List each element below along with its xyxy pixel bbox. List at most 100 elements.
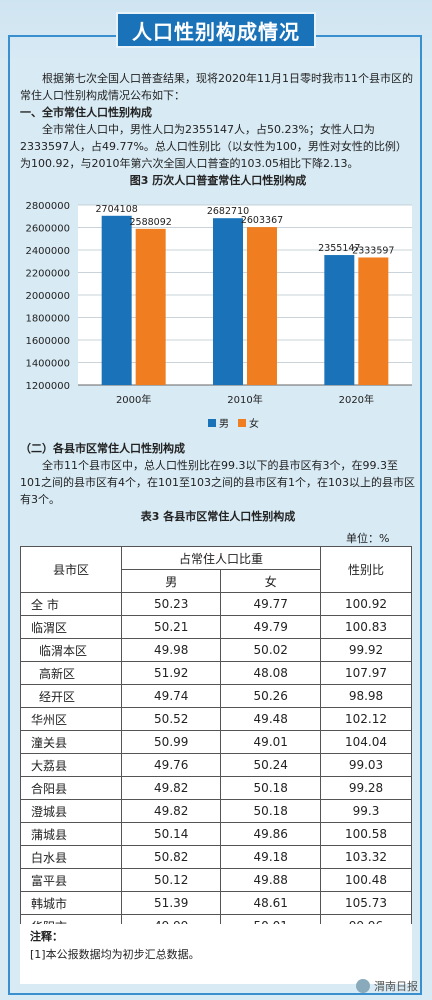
section2-paragraph: 全市11个县市区中，总人口性别比在99.3以下的县市区有3个，在99.3至101… bbox=[20, 459, 415, 506]
table-row: 临渭区 50.21 49.79 100.83 bbox=[20, 615, 412, 639]
y-tick-label: 1200000 bbox=[25, 381, 70, 392]
bar-female bbox=[358, 257, 389, 385]
row-male: 50.14 bbox=[120, 822, 222, 846]
row-female: 49.18 bbox=[220, 845, 321, 869]
y-tick-label: 1600000 bbox=[25, 336, 70, 347]
table-row: 大荔县 49.76 50.24 99.03 bbox=[20, 753, 412, 777]
watermark-text: 渭南日报 bbox=[374, 980, 418, 993]
bar-female bbox=[247, 227, 277, 385]
row-name: 临渭本区 bbox=[20, 638, 122, 662]
notes-text: [1]本公报数据均为初步汇总数据。 bbox=[30, 948, 200, 961]
intro-block: 根据第七次全国人口普查结果，现将2020年11月1日零时我市11个县市区的常住人… bbox=[20, 70, 416, 189]
row-ratio: 107.97 bbox=[320, 661, 412, 685]
legend-swatch bbox=[238, 419, 246, 427]
row-ratio: 100.58 bbox=[320, 822, 412, 846]
row-female: 49.01 bbox=[220, 730, 321, 754]
chart-title: 图3 历次人口普查常住人口性别构成 bbox=[129, 174, 307, 187]
table-row: 澄城县 49.82 50.18 99.3 bbox=[20, 799, 412, 823]
y-tick-label: 2800000 bbox=[25, 201, 70, 212]
header-ratio: 性别比 bbox=[320, 546, 412, 593]
row-name: 合阳县 bbox=[20, 776, 122, 800]
row-ratio: 100.83 bbox=[320, 615, 412, 639]
table-row: 华州区 50.52 49.48 102.12 bbox=[20, 707, 412, 731]
row-female: 50.02 bbox=[220, 638, 321, 662]
row-female: 48.08 bbox=[220, 661, 321, 685]
row-ratio: 104.04 bbox=[320, 730, 412, 754]
data-label: 2704108 bbox=[96, 204, 138, 215]
section2-heading: （二）各县市区常住人口性别构成 bbox=[20, 442, 185, 455]
row-female: 50.18 bbox=[220, 776, 321, 800]
table-row: 临渭本区 49.98 50.02 99.92 bbox=[20, 638, 412, 662]
data-label: 2682710 bbox=[207, 206, 249, 217]
row-female: 50.18 bbox=[220, 799, 321, 823]
table-row: 高新区 51.92 48.08 107.97 bbox=[20, 661, 412, 685]
y-tick-label: 1800000 bbox=[25, 314, 70, 325]
row-ratio: 105.73 bbox=[320, 891, 412, 915]
notes-box: 注释： [1]本公报数据均为初步汇总数据。 bbox=[20, 924, 412, 984]
bar-male bbox=[101, 215, 132, 385]
row-name: 韩城市 bbox=[20, 891, 122, 915]
row-ratio: 99.92 bbox=[320, 638, 412, 662]
row-female: 49.79 bbox=[220, 615, 321, 639]
row-male: 50.82 bbox=[120, 845, 222, 869]
row-male: 49.82 bbox=[120, 799, 222, 823]
notes-heading: 注释： bbox=[30, 930, 63, 943]
x-tick-label: 2000年 bbox=[116, 393, 151, 406]
y-tick-label: 2200000 bbox=[25, 269, 70, 280]
legend-label: 男 bbox=[219, 418, 229, 430]
y-tick-label: 1400000 bbox=[25, 359, 70, 370]
row-female: 49.88 bbox=[220, 868, 321, 892]
bar-female bbox=[135, 228, 166, 385]
row-male: 49.74 bbox=[120, 684, 222, 708]
row-female: 48.61 bbox=[220, 891, 321, 915]
header-share: 占常住人口比重 bbox=[121, 546, 321, 570]
row-ratio: 99.28 bbox=[320, 776, 412, 800]
bar-male bbox=[324, 255, 355, 385]
row-name: 白水县 bbox=[20, 845, 122, 869]
row-female: 49.77 bbox=[220, 592, 321, 616]
watermark: 渭南日报 bbox=[356, 978, 418, 994]
legend-label: 女 bbox=[249, 417, 259, 430]
row-female: 50.24 bbox=[220, 753, 321, 777]
data-label: 2588092 bbox=[130, 217, 172, 228]
row-name: 富平县 bbox=[20, 868, 122, 892]
row-name: 临渭区 bbox=[20, 615, 122, 639]
row-male: 49.98 bbox=[120, 638, 222, 662]
row-male: 51.39 bbox=[120, 891, 222, 915]
row-female: 49.48 bbox=[220, 707, 321, 731]
row-ratio: 100.92 bbox=[320, 592, 412, 616]
y-tick-label: 2000000 bbox=[25, 291, 70, 302]
page-title: 人口性别构成情况 bbox=[116, 12, 316, 48]
row-name: 全 市 bbox=[20, 592, 122, 616]
row-male: 50.21 bbox=[120, 615, 222, 639]
y-tick-label: 2600000 bbox=[25, 224, 70, 235]
x-tick-label: 2010年 bbox=[227, 393, 262, 406]
row-name: 大荔县 bbox=[20, 753, 122, 777]
header-female: 女 bbox=[220, 569, 321, 593]
section2-block: （二）各县市区常住人口性别构成 全市11个县市区中，总人口性别比在99.3以下的… bbox=[20, 440, 416, 525]
chart-svg: 2800000 2600000 2400000 2200000 2000000 18000… bbox=[25, 201, 412, 430]
table-row: 蒲城县 50.14 49.86 100.58 bbox=[20, 822, 412, 846]
wechat-icon bbox=[356, 979, 370, 993]
sex-ratio-table: 县市区 占常住人口比重 性别比 男 女 全 市 50.23 49.77 100.92 临… bbox=[20, 546, 412, 938]
header-male: 男 bbox=[120, 569, 222, 593]
legend-swatch bbox=[208, 419, 216, 427]
census-bar-chart: 2800000 2600000 2400000 2200000 2000000 18000… bbox=[8, 195, 424, 440]
table-row: 韩城市 51.39 48.61 105.73 bbox=[20, 891, 412, 915]
row-name: 高新区 bbox=[20, 661, 122, 685]
row-ratio: 99.03 bbox=[320, 753, 412, 777]
table-unit: 单位：% bbox=[346, 532, 390, 545]
row-female: 50.26 bbox=[220, 684, 321, 708]
table-row: 潼关县 50.99 49.01 104.04 bbox=[20, 730, 412, 754]
table-row: 全 市 50.23 49.77 100.92 bbox=[20, 592, 412, 616]
table-row: 合阳县 49.82 50.18 99.28 bbox=[20, 776, 412, 800]
row-male: 49.76 bbox=[120, 753, 222, 777]
row-ratio: 99.3 bbox=[320, 799, 412, 823]
row-male: 51.92 bbox=[120, 661, 222, 685]
row-name: 华州区 bbox=[20, 707, 122, 731]
table-row: 白水县 50.82 49.18 103.32 bbox=[20, 845, 412, 869]
row-male: 50.99 bbox=[120, 730, 222, 754]
table-row: 经开区 49.74 50.26 98.98 bbox=[20, 684, 412, 708]
row-male: 49.82 bbox=[120, 776, 222, 800]
section1-heading: 一、全市常住人口性别构成 bbox=[20, 106, 152, 119]
